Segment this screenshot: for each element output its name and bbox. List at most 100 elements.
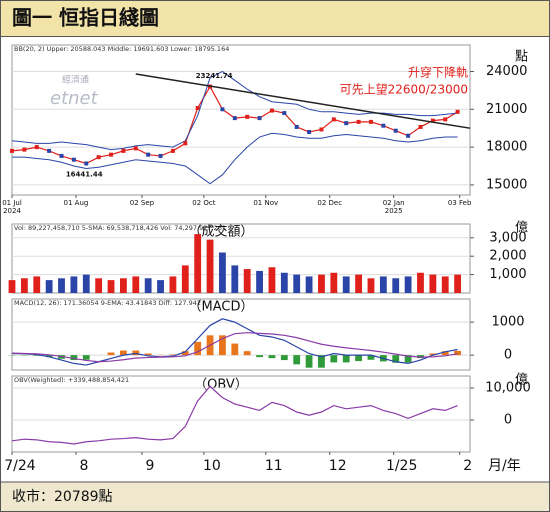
bar — [219, 252, 226, 293]
bar — [342, 276, 350, 293]
bar — [404, 276, 412, 293]
candle — [10, 148, 14, 153]
candle — [344, 121, 349, 126]
x-tick-label: 01 Nov — [253, 199, 278, 207]
bar — [181, 265, 189, 293]
hist-bar — [429, 353, 437, 356]
bar — [20, 278, 28, 293]
y-tick-label: 21000 — [486, 102, 527, 117]
hist-bar — [367, 355, 375, 360]
candle — [71, 157, 76, 162]
footer-bar — [0, 481, 550, 512]
candle — [393, 128, 398, 133]
note: 可先上望22600/23000 — [340, 83, 468, 97]
x-tick-label: 03 Feb — [448, 199, 472, 207]
bar — [355, 274, 362, 293]
panel-frame — [11, 223, 471, 294]
panel-info: BB(20, 2) Upper: 20588.043 Middle: 19691… — [14, 45, 229, 53]
candle — [22, 147, 27, 152]
candle — [245, 114, 250, 119]
bar — [280, 272, 288, 293]
series-line — [11, 332, 458, 363]
watermark: 經濟通 — [62, 74, 89, 86]
candle — [220, 107, 225, 112]
x-tick-label: 11 — [265, 458, 283, 474]
bar — [417, 272, 424, 293]
hist-bar — [70, 355, 78, 361]
bar — [157, 280, 164, 293]
y-tick-label: 1,000 — [489, 267, 526, 282]
bar — [95, 278, 103, 293]
note: 升穿下降軌 — [408, 65, 468, 80]
panel-subtitle: （成交額） — [188, 224, 253, 240]
watermark: etnet — [50, 88, 99, 109]
bar — [392, 278, 400, 293]
bar — [120, 278, 127, 293]
x-tick-label: 9 — [146, 458, 155, 474]
candle — [319, 127, 324, 132]
header-title: 圖一 恒指日綫圖 — [12, 6, 159, 30]
candle — [183, 141, 188, 146]
x-tick-label: 02 Jan — [383, 199, 405, 207]
hist-bar — [318, 355, 325, 368]
candle — [443, 117, 448, 122]
hist-bar — [219, 335, 226, 356]
y-unit: 億 — [515, 220, 528, 236]
hist-bar — [342, 355, 350, 363]
candle — [133, 146, 138, 151]
hist-bar — [45, 355, 53, 358]
hist-bar — [392, 355, 400, 363]
x-tick-label: 12 — [329, 458, 347, 474]
bar — [441, 276, 449, 293]
bar — [231, 265, 239, 293]
hist-bar — [293, 355, 301, 365]
candle — [331, 117, 336, 122]
y-tick-label: 15000 — [486, 177, 527, 192]
x-tick-label: 2 — [463, 458, 472, 474]
bar — [169, 276, 177, 293]
candle — [34, 145, 39, 150]
bar — [206, 239, 214, 293]
candle — [121, 148, 126, 153]
candle — [282, 111, 287, 116]
panel-frame — [11, 375, 471, 453]
hist-bar — [169, 354, 177, 356]
bar — [268, 267, 276, 293]
bar — [243, 269, 251, 293]
hist-bar — [231, 343, 239, 356]
bar — [330, 272, 338, 293]
y-unit: 點 — [515, 50, 528, 65]
candle — [269, 108, 274, 113]
bar — [144, 278, 152, 293]
hist-bar — [404, 355, 412, 363]
panel-frame — [11, 44, 471, 196]
year-label: 2025 — [385, 207, 403, 215]
bar — [8, 280, 16, 293]
y-tick-label: 18000 — [486, 140, 527, 155]
candle — [257, 116, 262, 121]
x-tick-label: 02 Oct — [192, 199, 215, 207]
annotation: 16441.44 — [66, 171, 103, 179]
hist-bar — [330, 355, 338, 363]
y-unit: 億 — [515, 372, 528, 388]
bar — [429, 274, 437, 293]
y-tick-label: 3,000 — [489, 230, 526, 245]
candle — [368, 119, 373, 124]
bar — [293, 274, 301, 293]
y-tick-label: 1000 — [491, 315, 524, 330]
panel-subtitle: （OBV） — [194, 378, 248, 393]
candle — [158, 153, 163, 158]
candle — [455, 109, 460, 114]
x-tick-label: 01 Aug — [64, 199, 89, 207]
candle — [170, 148, 175, 153]
bar — [82, 274, 90, 293]
bar — [256, 270, 263, 293]
panel-info: MACD(12, 26): 171.36054 9-EMA: 43.41843 … — [14, 299, 201, 307]
bar — [107, 280, 115, 293]
hist-bar — [33, 355, 41, 356]
candle — [146, 152, 151, 157]
candle — [356, 119, 361, 124]
hist-bar — [355, 355, 362, 362]
header-bar — [0, 0, 550, 37]
candle — [195, 106, 200, 111]
